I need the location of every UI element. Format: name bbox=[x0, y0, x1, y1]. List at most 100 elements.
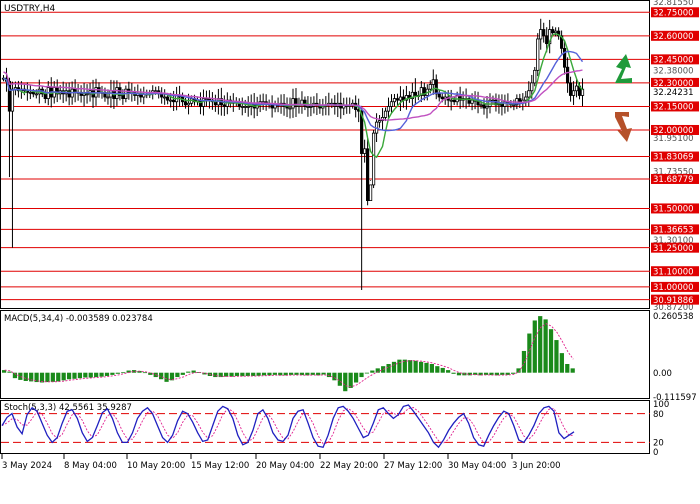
macd-bar bbox=[543, 319, 548, 373]
macd-bar bbox=[538, 316, 543, 373]
macd-bar bbox=[77, 372, 83, 379]
macd-bar bbox=[267, 372, 272, 376]
macd-bar bbox=[234, 372, 240, 376]
macd-bar bbox=[375, 368, 380, 373]
candle-body bbox=[309, 106, 313, 108]
level-label: 32.30000 bbox=[653, 79, 694, 89]
candle-body bbox=[7, 80, 12, 112]
macd-bar bbox=[505, 372, 510, 375]
candle-body bbox=[31, 91, 35, 95]
candle-body bbox=[574, 85, 579, 92]
candle-body bbox=[172, 99, 176, 103]
macd-bar bbox=[527, 333, 532, 373]
macd-bar bbox=[18, 372, 23, 380]
time-label: 27 May 12:00 bbox=[384, 461, 442, 471]
candle-body bbox=[530, 82, 534, 92]
macd-bar bbox=[418, 361, 424, 373]
candle-body bbox=[560, 35, 564, 49]
level-label: 31.83069 bbox=[653, 153, 694, 163]
level-label-bg bbox=[651, 30, 699, 41]
candle-body bbox=[512, 104, 516, 107]
candle-body bbox=[106, 96, 110, 99]
macd-bar bbox=[159, 372, 164, 380]
macd-bar bbox=[348, 372, 353, 388]
candle-body bbox=[527, 90, 531, 98]
macd-bar bbox=[104, 372, 110, 376]
candle-body bbox=[321, 106, 325, 109]
candle-body bbox=[554, 30, 558, 34]
candle-body bbox=[440, 96, 444, 99]
macd-bar bbox=[191, 370, 196, 373]
macd-bar bbox=[50, 372, 55, 382]
macd-bar bbox=[467, 372, 472, 376]
macd-bar bbox=[494, 372, 499, 376]
macd-axis-label: 0.260538 bbox=[653, 312, 694, 322]
macd-axis-label: -0.111597 bbox=[653, 393, 697, 403]
level-lines bbox=[1, 11, 650, 301]
price-tick-label: 31.73550 bbox=[653, 168, 694, 178]
macd-bar bbox=[294, 372, 299, 375]
level-label-bg bbox=[651, 173, 699, 184]
candle-body bbox=[368, 184, 373, 201]
macd-bar bbox=[213, 372, 218, 378]
stoch-axis-label: 80 bbox=[653, 410, 664, 420]
macd-bar bbox=[316, 372, 321, 376]
macd-bar bbox=[137, 370, 142, 373]
stoch-axis-label: 20 bbox=[653, 439, 664, 449]
candle-body bbox=[204, 98, 209, 100]
candle-body bbox=[377, 120, 382, 123]
level-label-bg bbox=[651, 294, 699, 305]
time-label: 3 Jun 20:00 bbox=[512, 461, 561, 471]
candle-body bbox=[82, 93, 86, 96]
candle-body bbox=[580, 88, 585, 96]
macd-bar bbox=[456, 372, 462, 376]
candle-body bbox=[306, 106, 310, 108]
level-label: 31.00000 bbox=[653, 283, 694, 293]
candle-body bbox=[568, 82, 573, 96]
macd-bar bbox=[343, 372, 348, 392]
macd-bar bbox=[353, 372, 359, 383]
level-label: 32.75000 bbox=[653, 8, 694, 18]
macd-bar bbox=[2, 370, 7, 373]
candle-body bbox=[169, 99, 173, 102]
candle-body bbox=[452, 99, 456, 103]
macd-bar bbox=[180, 372, 185, 375]
level-label-bg bbox=[651, 101, 699, 112]
stoch-axis-label: 0 bbox=[653, 448, 658, 458]
candle-body bbox=[571, 90, 576, 96]
level-label-bg bbox=[651, 7, 699, 18]
time-label: 22 May 20:00 bbox=[320, 461, 378, 471]
macd-bar bbox=[321, 372, 326, 375]
macd-bar bbox=[224, 372, 229, 377]
macd-bar bbox=[164, 372, 169, 382]
macd-signal-path bbox=[4, 323, 574, 388]
stoch-lines bbox=[1, 404, 575, 449]
macd-bar bbox=[23, 372, 28, 381]
candle-body bbox=[222, 104, 226, 107]
level-label-bg bbox=[651, 151, 699, 162]
macd-bar bbox=[397, 359, 402, 373]
candle-body bbox=[294, 98, 298, 107]
macd-bar bbox=[289, 372, 294, 375]
level-label-bg bbox=[651, 242, 699, 253]
time-label: 3 May 2024 bbox=[2, 461, 52, 471]
macd-bar bbox=[202, 372, 207, 375]
level-label-bg bbox=[651, 224, 699, 235]
time-label: 10 May 20:00 bbox=[127, 461, 185, 471]
price-tick-label: 32.81550 bbox=[653, 0, 694, 8]
candle-body bbox=[154, 90, 158, 93]
level-label: 32.00000 bbox=[653, 126, 694, 136]
candle-body bbox=[363, 148, 367, 154]
macd-bar bbox=[386, 364, 391, 373]
down-arrow-icon bbox=[615, 112, 632, 142]
stoch-level-lines bbox=[1, 413, 650, 443]
macd-bar bbox=[56, 372, 61, 382]
candle-body bbox=[539, 29, 543, 40]
macd-histogram bbox=[2, 316, 575, 392]
candle-body bbox=[545, 35, 549, 45]
level-label-bg bbox=[651, 124, 699, 135]
macd-bar bbox=[115, 372, 120, 374]
candle-body bbox=[551, 29, 555, 34]
macd-bar bbox=[240, 372, 245, 377]
